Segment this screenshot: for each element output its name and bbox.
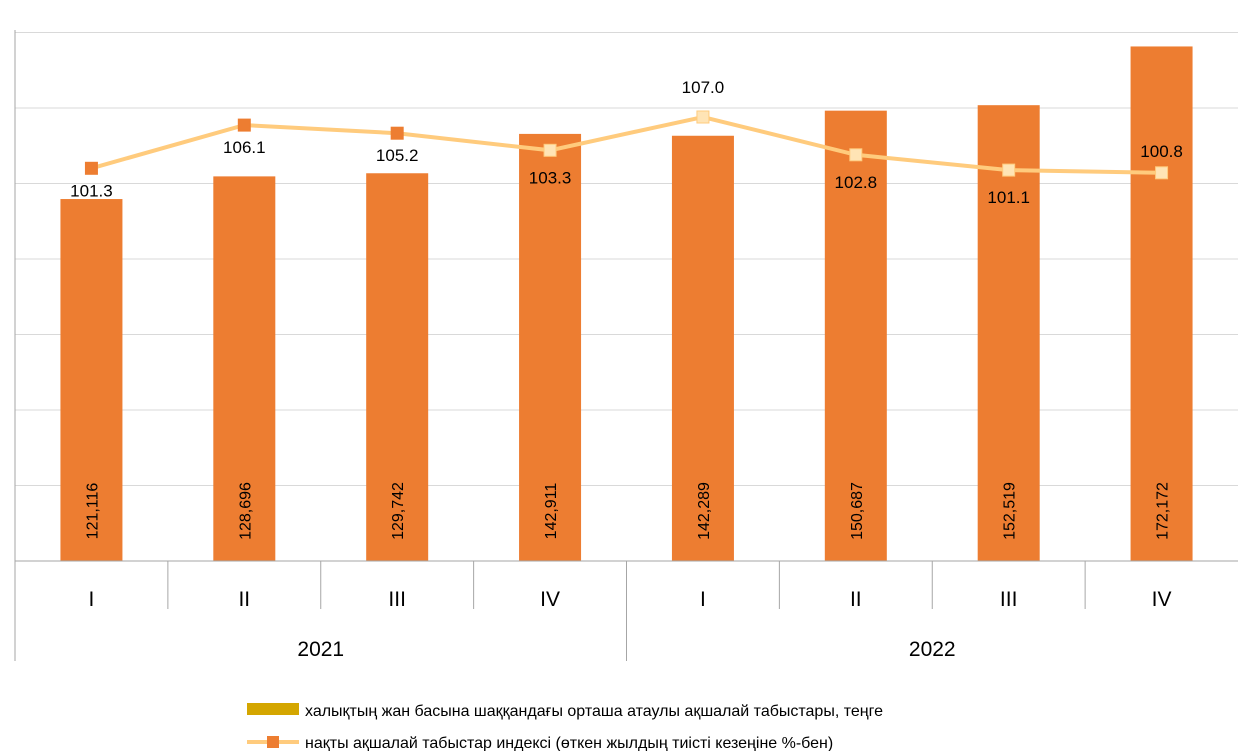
bar-value-label: 121,116 [84, 483, 101, 540]
line-marker [237, 118, 251, 132]
line-marker [696, 110, 710, 124]
x-tick-label: II [850, 588, 862, 611]
gridlines [15, 32, 1238, 562]
x-tick-label: III [388, 588, 406, 611]
bar-value-labels: 121,116 128,696 129,742 142,911 142,289 150,6… [84, 482, 1171, 540]
legend-bar-swatch [247, 703, 299, 715]
x-tick-label: III [1000, 588, 1018, 611]
bar [60, 199, 123, 561]
line-value-label: 101.3 [70, 181, 113, 200]
bar-value-label: 150,687 [849, 482, 866, 540]
legend-bar-label: халықтың жан басына шаққандағы орташа ат… [305, 703, 883, 720]
line-value-label: 101.1 [987, 188, 1030, 207]
bar-value-label: 142,289 [696, 482, 713, 540]
bar-value-label: 129,742 [390, 482, 407, 540]
x-tick-label: I [700, 588, 706, 611]
line-series [84, 110, 1169, 180]
x-group-label: 2021 [297, 638, 344, 661]
line-value-label: 102.8 [835, 173, 878, 192]
line-value-label: 100.8 [1140, 142, 1183, 161]
line-value-label: 107.0 [682, 78, 725, 97]
bar [824, 110, 887, 562]
bar [1130, 46, 1193, 562]
x-tick-label: IV [540, 588, 560, 611]
bar-value-label: 128,696 [237, 482, 254, 540]
x-tick-label: II [238, 588, 250, 611]
line-marker [390, 126, 404, 140]
x-group-label: 2022 [909, 638, 956, 661]
legend: халықтың жан басына шаққандағы орташа ат… [247, 703, 883, 751]
line-value-label: 105.2 [376, 146, 419, 165]
bar-series [60, 46, 1193, 562]
line-value-labels: 101.3 106.1 105.2 103.3 107.0 102.8 101.1 100.8 [70, 78, 1183, 207]
line-marker [1002, 163, 1016, 177]
bar [977, 105, 1040, 562]
line-path [90, 114, 1162, 175]
bar [213, 176, 276, 561]
bar [366, 173, 429, 561]
line-marker [849, 148, 863, 162]
legend-line-marker [267, 736, 279, 748]
bar [519, 133, 582, 561]
bar [671, 135, 734, 561]
line-marker [1155, 166, 1169, 180]
bar-value-label: 172,172 [1155, 482, 1172, 540]
x-tick-label: I [89, 588, 95, 611]
x-tick-label: IV [1152, 588, 1172, 611]
line-value-label: 103.3 [529, 168, 572, 187]
line-marker [84, 161, 98, 175]
legend-line-label: нақты ақшалай табыстар индексі (өткен жы… [305, 735, 833, 751]
bar-value-label: 152,519 [1002, 482, 1019, 540]
bar-value-label: 142,911 [543, 483, 560, 540]
line-value-label: 106.1 [223, 138, 266, 157]
line-marker [543, 143, 557, 157]
